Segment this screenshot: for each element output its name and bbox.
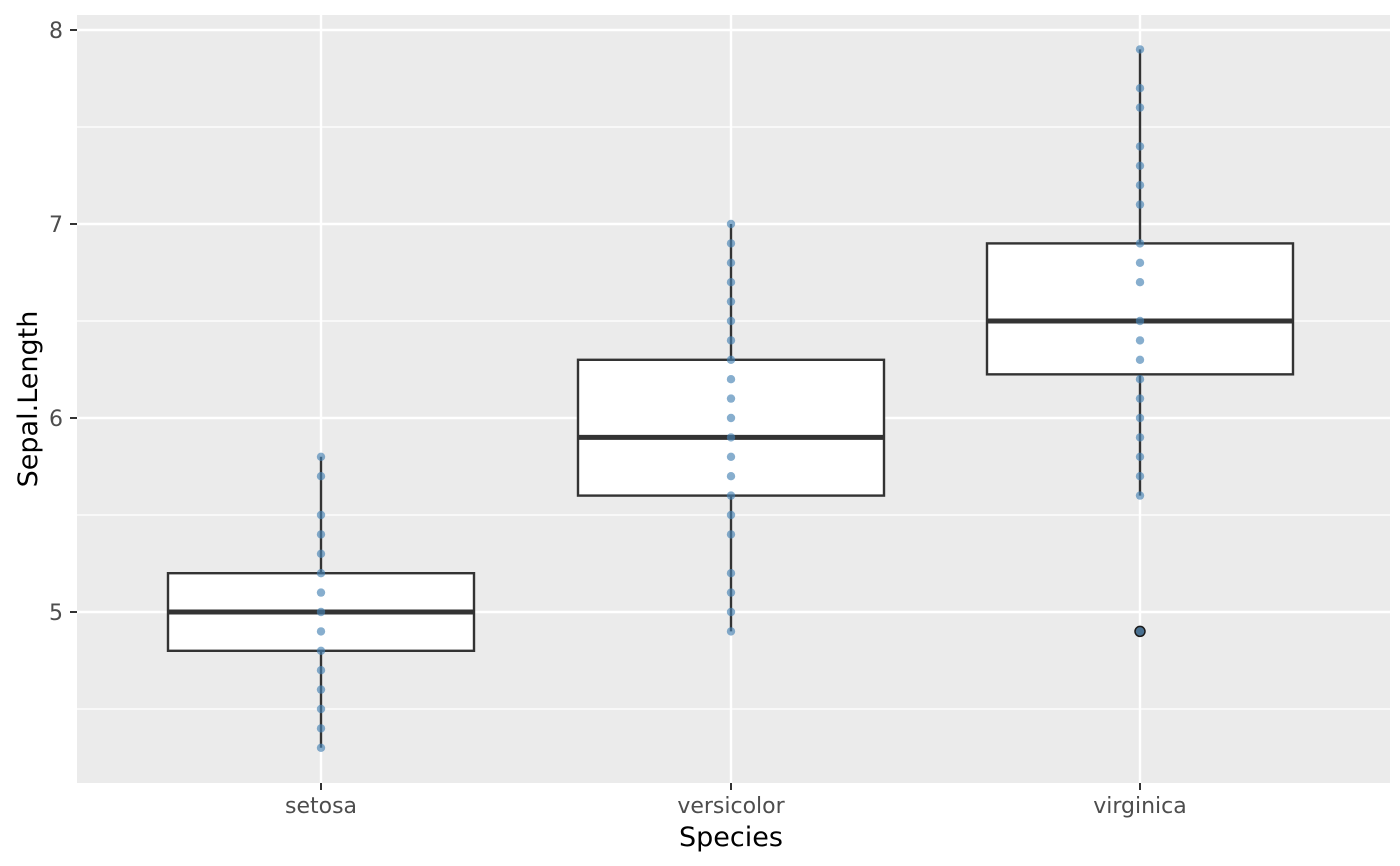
data-point	[316, 685, 326, 694]
data-point	[316, 530, 326, 539]
data-point	[316, 724, 326, 733]
data-point	[316, 646, 326, 655]
data-point	[726, 278, 736, 287]
data-point	[726, 239, 736, 248]
data-point	[726, 394, 736, 403]
data-point	[1135, 103, 1145, 112]
data-point	[726, 569, 736, 578]
data-point	[1135, 627, 1145, 636]
data-point	[1135, 433, 1145, 442]
data-point	[726, 413, 736, 423]
data-point	[316, 472, 326, 481]
data-point	[726, 510, 736, 520]
data-point	[316, 588, 326, 597]
data-point	[316, 666, 326, 675]
points-layer	[316, 45, 1145, 752]
data-point	[1135, 394, 1145, 403]
data-point	[1135, 278, 1145, 287]
data-point	[726, 258, 736, 267]
data-point	[1135, 472, 1145, 481]
data-point	[726, 472, 736, 481]
x-axis-ticks: setosa versicolor virginica	[285, 783, 1187, 819]
data-point	[726, 607, 736, 617]
data-point	[1135, 491, 1145, 500]
data-point	[1135, 336, 1145, 345]
data-point	[1135, 142, 1145, 151]
x-tick-label: setosa	[285, 794, 357, 819]
data-point	[1135, 45, 1145, 54]
data-point	[1135, 316, 1145, 326]
y-axis-ticks: 5 6 7 8	[49, 19, 77, 626]
x-axis-title: Species	[679, 822, 783, 853]
data-point	[316, 452, 326, 461]
x-tick-label: virginica	[1093, 794, 1187, 819]
data-point	[1135, 161, 1145, 170]
data-point	[1135, 84, 1145, 93]
data-point	[316, 743, 326, 752]
data-point	[1135, 355, 1145, 364]
data-point	[1135, 375, 1145, 384]
data-point	[1135, 181, 1145, 190]
data-point	[726, 491, 736, 500]
data-point	[316, 510, 326, 520]
data-point	[726, 355, 736, 364]
data-point	[316, 704, 326, 714]
y-tick-label: 8	[49, 19, 63, 44]
data-point	[1135, 200, 1145, 209]
data-point	[316, 549, 326, 558]
y-axis-title: Sepal.Length	[13, 311, 44, 488]
data-point	[726, 530, 736, 539]
data-point	[726, 433, 736, 442]
x-tick-label: versicolor	[677, 794, 785, 819]
data-point	[726, 452, 736, 461]
data-point	[1135, 452, 1145, 461]
data-point	[1135, 413, 1145, 423]
y-tick-label: 6	[49, 407, 63, 432]
data-point	[316, 627, 326, 636]
data-point	[1135, 239, 1145, 248]
data-point	[726, 316, 736, 326]
data-point	[726, 219, 736, 229]
data-point	[316, 607, 326, 617]
data-point	[726, 588, 736, 597]
data-point	[726, 627, 736, 636]
data-point	[726, 375, 736, 384]
data-point	[726, 297, 736, 306]
data-point	[1135, 258, 1145, 267]
data-point	[726, 336, 736, 345]
data-point	[316, 569, 326, 578]
y-tick-label: 7	[49, 213, 63, 238]
y-tick-label: 5	[49, 601, 63, 626]
